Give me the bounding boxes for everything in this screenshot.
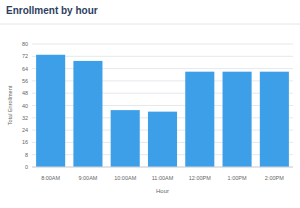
- y-tick-label: 80: [22, 41, 28, 47]
- bars: [36, 55, 289, 167]
- x-axis: [32, 167, 293, 168]
- y-tick-label: 56: [22, 78, 28, 84]
- y-tick-label: 72: [22, 53, 28, 59]
- x-tick-label: 2:00PM: [265, 175, 284, 181]
- grid-line: [32, 56, 293, 57]
- bar[interactable]: [260, 72, 289, 167]
- grid-line: [32, 68, 293, 69]
- bar[interactable]: [185, 72, 214, 167]
- title: Enrollment by hour: [6, 5, 98, 16]
- y-axis-label: Total Enrollment: [7, 85, 13, 125]
- y-tick-label: 16: [22, 139, 28, 145]
- x-tick-label: 12:00PM: [189, 175, 211, 181]
- chart-root: Enrollment by hour 0 8 16 24 32 40 48 56 64 72 80 8:…: [0, 0, 300, 208]
- bar[interactable]: [73, 61, 102, 167]
- grid-line: [32, 44, 293, 45]
- x-tick-label: 1:00PM: [228, 175, 247, 181]
- x-tick-label: 10:00AM: [114, 175, 136, 181]
- title-separator: [0, 24, 300, 25]
- bar[interactable]: [223, 72, 252, 167]
- y-tick-label: 64: [22, 66, 28, 72]
- y-tick-label: 8: [25, 152, 28, 158]
- y-tick-label: 32: [22, 115, 28, 121]
- x-tick-label: 9:00AM: [78, 175, 97, 181]
- bar[interactable]: [148, 112, 177, 167]
- grid-line: [32, 93, 293, 94]
- grid-line: [32, 105, 293, 106]
- y-tick-label: 40: [22, 103, 28, 109]
- x-tick-label: 8:00AM: [41, 175, 60, 181]
- y-tick-label: 0: [25, 164, 28, 170]
- chart: Enrollment by hour 0 8 16 24 32 40 48 56 64 72 80 8:…: [0, 0, 300, 208]
- x-tick-label: 11:00AM: [152, 175, 174, 181]
- y-tick-label: 24: [22, 127, 28, 133]
- bar[interactable]: [111, 110, 140, 167]
- grid-line: [32, 80, 293, 81]
- y-tick-label: 48: [22, 90, 28, 96]
- bar[interactable]: [36, 55, 65, 167]
- grid-line: [32, 167, 293, 168]
- x-axis-label: Hour: [156, 188, 169, 194]
